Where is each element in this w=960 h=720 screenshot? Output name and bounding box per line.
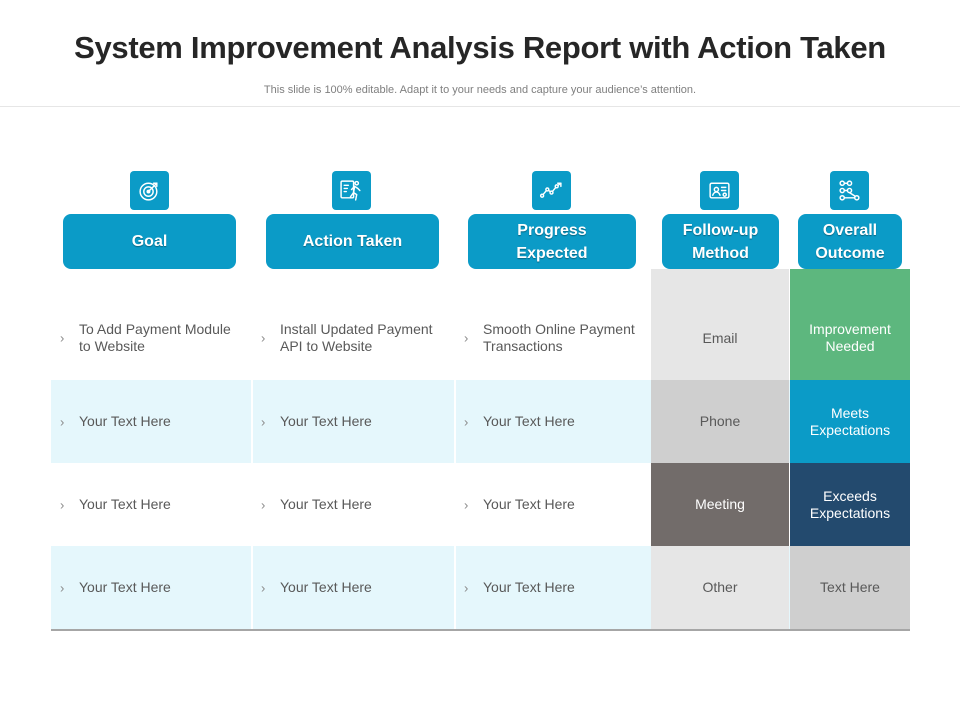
cell-text: Your Text Here: [280, 579, 372, 595]
cell-progress: › Your Text Here: [455, 546, 652, 629]
bullet-chevron-icon: ›: [60, 414, 65, 429]
target-icon: [130, 171, 169, 210]
cell-goal: › Your Text Here: [51, 463, 252, 546]
bullet-chevron-icon: ›: [261, 330, 266, 346]
cell-text: Exceeds Expectations: [809, 487, 891, 521]
cell-text: Install Updated Payment API to Website: [280, 321, 433, 354]
cell-action: › Install Updated Payment API to Website: [252, 296, 455, 380]
cell-progress: › Your Text Here: [455, 463, 652, 546]
runner-icon: [332, 171, 371, 210]
bullet-chevron-icon: ›: [464, 580, 469, 595]
cell-action: › Your Text Here: [252, 463, 455, 546]
bullet-chevron-icon: ›: [261, 497, 266, 512]
cell-progress: › Smooth Online Payment Transactions: [455, 296, 652, 380]
cell-text: Your Text Here: [483, 579, 575, 595]
cell-text: Smooth Online Payment Transactions: [483, 321, 635, 354]
cell-text: Improvement Needed: [809, 321, 891, 354]
column-separator: [251, 296, 253, 380]
cell-action: › Your Text Here: [252, 546, 455, 629]
table-row: › Your Text Here › Your Text Here › Your Text…: [51, 463, 910, 546]
cell-text: Phone: [699, 413, 741, 429]
column-separator: [454, 380, 456, 463]
cell-text: Your Text Here: [483, 413, 575, 429]
column-separator: [454, 546, 456, 629]
column-separator: [251, 463, 253, 546]
cell-text: Meets Expectations: [809, 404, 891, 438]
column-header-follow-up-method: Follow-up Method: [662, 214, 779, 269]
cell-text: To Add Payment Module to Website: [79, 321, 231, 354]
cell-text: Your Text Here: [483, 496, 575, 512]
cell-text: Meeting: [695, 496, 745, 512]
cell-follow-up-method: Meeting: [651, 463, 789, 546]
cell-text: Your Text Here: [79, 413, 171, 429]
cell-text: Other: [702, 579, 738, 595]
bullet-chevron-icon: ›: [60, 580, 65, 595]
bullet-chevron-icon: ›: [60, 330, 65, 346]
column-header-progress-expected: Progress Expected: [468, 214, 636, 269]
cell-text: Your Text Here: [280, 413, 372, 429]
cell-follow-up-method: Email: [651, 269, 789, 380]
cell-text: Your Text Here: [79, 496, 171, 512]
cell-overall-outcome: Improvement Needed: [790, 269, 910, 380]
column-header-overall-outcome: Overall Outcome: [798, 214, 902, 269]
cell-goal: › To Add Payment Module to Website: [51, 296, 252, 380]
bullet-chevron-icon: ›: [464, 497, 469, 512]
line-chart-icon: [532, 171, 571, 210]
cell-text: Your Text Here: [79, 579, 171, 595]
bullet-chevron-icon: ›: [464, 414, 469, 429]
cell-overall-outcome: Meets Expectations: [790, 380, 910, 463]
table-bottom-rule: [51, 629, 910, 631]
cell-text: Email: [702, 329, 738, 346]
cell-overall-outcome: Exceeds Expectations: [790, 463, 910, 546]
column-separator: [454, 463, 456, 546]
page-subtitle: This slide is 100% editable. Adapt it to…: [263, 84, 697, 96]
column-separator: [251, 546, 253, 629]
page-title: System Improvement Analysis Report with …: [74, 30, 886, 65]
cell-text: Text Here: [820, 579, 880, 595]
table-row: › To Add Payment Module to Website › Instal…: [51, 296, 910, 380]
cell-goal: › Your Text Here: [51, 380, 252, 463]
cell-action: › Your Text Here: [252, 380, 455, 463]
bullet-chevron-icon: ›: [464, 330, 469, 346]
cell-follow-up-method: Phone: [651, 380, 789, 463]
column-header-action-taken: Action Taken: [266, 214, 439, 269]
cell-goal: › Your Text Here: [51, 546, 252, 629]
cell-text: Your Text Here: [280, 496, 372, 512]
bullet-chevron-icon: ›: [261, 414, 266, 429]
bullet-chevron-icon: ›: [261, 580, 266, 595]
flow-nodes-icon: [830, 171, 869, 210]
column-separator: [251, 380, 253, 463]
bullet-chevron-icon: ›: [60, 497, 65, 512]
header-divider: [0, 106, 960, 107]
column-separator: [454, 296, 456, 380]
column-header-goal: Goal: [63, 214, 236, 269]
contact-card-icon: [700, 171, 739, 210]
cell-follow-up-method: Other: [651, 546, 789, 629]
cell-overall-outcome: Text Here: [790, 546, 910, 629]
cell-progress: › Your Text Here: [455, 380, 652, 463]
